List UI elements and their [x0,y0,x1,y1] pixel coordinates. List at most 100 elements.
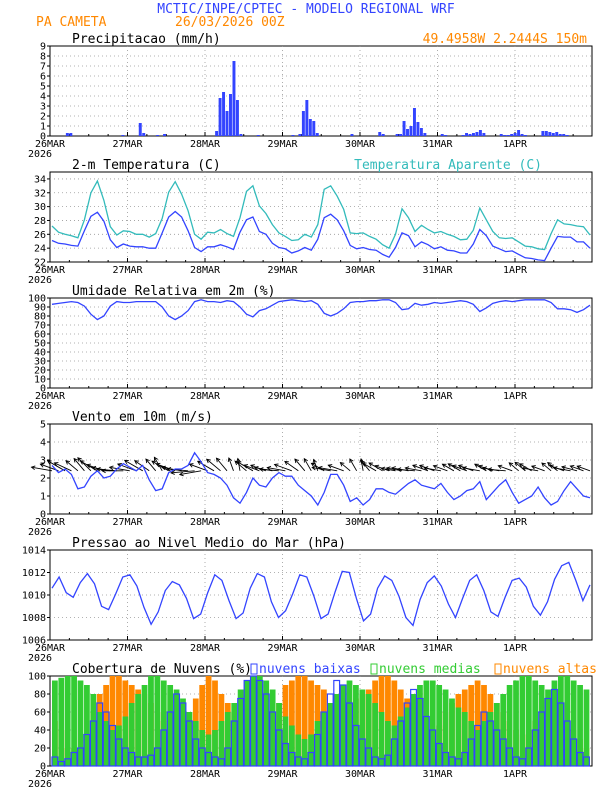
humidity-ytick-label: 40 [34,348,46,359]
cloud-bar-nuvens-baixas [141,756,149,767]
wind-arrow-head [360,459,366,465]
cloud-bar-nuvens-medias [461,712,468,766]
wind-arrow-head [391,466,396,471]
wind-arrow [541,462,552,472]
wind-arrow-head [249,464,255,469]
wind-arrow-head [569,464,575,470]
cloud-bar-nuvens-baixas [166,711,174,767]
cloud-bar-nuvens-medias [141,685,148,766]
precip-bar [562,134,566,136]
cloud-bar-nuvens-baixas [70,751,78,767]
precip-bar [419,128,423,136]
precip-xtick-label: 26MAR [35,139,66,150]
pressure-xtick-label: 29MAR [267,643,298,654]
cloud-bar-nuvens-baixas [281,742,289,767]
wind-arrow-head [310,462,316,468]
clouds-ytick-label: 100 [28,672,46,683]
precip-bar [440,134,444,136]
precip-bar [444,135,448,136]
precip-bar [69,133,73,136]
cloud-bar-nuvens-medias [519,676,526,766]
precip-bar [544,131,548,136]
cloud-bar-nuvens-medias [397,716,404,766]
cloud-bar-nuvens-medias [84,685,90,766]
cloud-bar-nuvens-medias [346,680,353,766]
cloud-bar-nuvens-medias [385,721,391,766]
wind-arrow [228,457,234,471]
precip-bar [399,134,403,136]
wind-arrow-head [236,461,242,466]
temperature-ytick-label: 24 [34,244,46,255]
precip-bar [510,134,514,136]
humidity-xtick-label: 28MAR [190,391,221,402]
wind-arrow-head [487,467,493,472]
precip-bar [416,122,420,136]
precip-bar [308,119,312,136]
cloud-bar-nuvens-baixas [185,720,193,767]
precip-xtick-label: 27MAR [112,139,143,150]
temperature-xtick-label: 1APR [503,265,528,276]
humidity-ytick-label: 30 [34,357,46,368]
cloud-bar-nuvens-baixas [493,729,501,767]
cloud-bar-nuvens-medias [493,703,500,766]
cloud-bar-nuvens-medias [570,680,577,766]
wind-arrow-head [243,464,249,469]
precip-ytick-label: 7 [40,62,46,73]
wind-arrow-head [374,464,380,470]
wind-arrow-head [518,463,524,468]
cloud-bar-nuvens-medias [577,685,583,766]
cloud-bar-nuvens-baixas [249,675,257,767]
wind-arrow-head [317,465,323,471]
cloud-bar-nuvens-baixas [153,747,161,767]
wind-arrow-head [65,460,70,465]
wind-arrow-head [547,461,552,467]
wind-arrow-head [266,465,272,471]
station-name: PA CAMETA [36,15,107,30]
temperature-ytick-label: 28 [34,216,46,227]
clouds-xtick-label: 26MAR [35,769,66,780]
clouds-ytick-label: 80 [34,690,46,701]
cloud-bar-nuvens-medias [545,689,551,766]
cloud-bar-nuvens-baixas [89,720,97,767]
cloud-bar-nuvens-baixas [326,693,334,767]
wind-arrow-head [303,457,308,463]
precip-bar [215,131,219,136]
humidity-line [51,299,591,321]
precip-ytick-label: 0 [40,132,46,143]
cloud-bar-nuvens-baixas [307,751,315,767]
cloud-bar-nuvens-baixas [121,747,129,767]
precip-bar [412,108,416,136]
cloud-bar-nuvens-baixas [582,756,590,767]
cloud-bar-nuvens-baixas [160,729,168,767]
cloud-bar-nuvens-altas [288,680,295,766]
precip-title: Precipitacao (mm/h) [72,32,221,47]
cloud-bar-nuvens-baixas [506,747,514,767]
cloud-bar-nuvens-baixas [198,747,206,767]
wind-arrow-head [349,458,354,464]
clouds-ytick-label: 60 [34,708,46,719]
wind-arrow [77,457,92,472]
clouds-ytick-label: 0 [40,762,46,773]
cloud-bar-nuvens-medias [500,694,507,766]
wind-arrow-head [284,460,289,466]
wind-arrow-head [530,465,536,470]
precip-ytick-label: 3 [40,102,46,113]
wind-arrow-head [447,463,453,468]
wind-arrow [54,462,72,472]
humidity-year-label: 2026 [28,401,52,412]
cloud-bar-nuvens-medias [224,712,231,766]
cloud-bar-nuvens-baixas [371,756,379,767]
cloud-bar-nuvens-medias [410,694,417,766]
cloud-bar-nuvens-altas [474,680,481,766]
cloud-bar-nuvens-medias [378,712,385,766]
pressure-xtick-label: 28MAR [190,643,221,654]
cloud-bar-nuvens-baixas [531,729,539,767]
wind-arrow-head [361,462,367,467]
wind-ytick-label: 3 [40,456,46,467]
cloud-bar-nuvens-medias [173,689,180,766]
humidity-ytick-label: 70 [34,321,46,332]
precip-bar [232,61,236,136]
wind-arrow-head [155,462,161,468]
page-title: MCTIC/INPE/CPTEC - MODELO REGIONAL WRF [157,2,455,17]
